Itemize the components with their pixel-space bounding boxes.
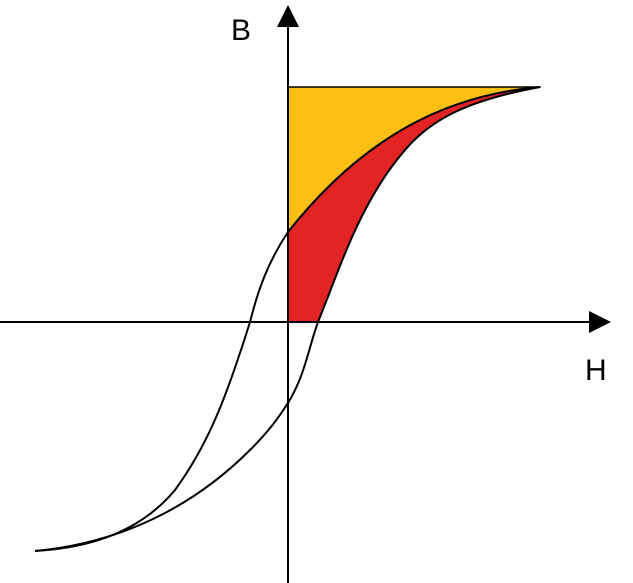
h-axis-label: H (585, 354, 607, 387)
lower-branch-curve (34, 86, 541, 552)
h-axis-arrow-icon (589, 311, 611, 333)
b-axis-arrow-icon (277, 5, 299, 27)
b-axis-label: B (231, 14, 251, 47)
